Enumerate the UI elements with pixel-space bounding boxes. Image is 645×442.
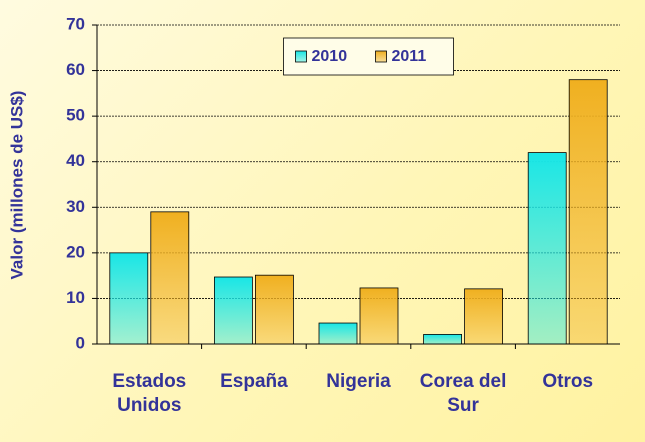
y-axis-title: Valor (millones de US$)	[7, 91, 26, 280]
legend-box	[283, 37, 454, 76]
x-tick-label: Corea del Sur	[419, 371, 507, 416]
legend: 2010 2011	[283, 37, 454, 76]
bar	[318, 322, 358, 345]
x-tick-label: Estados Unidos	[112, 371, 187, 416]
y-tick-label: 0	[76, 333, 85, 352]
y-tick-label: 50	[66, 106, 85, 125]
y-tick-label: 10	[66, 288, 85, 307]
y-tick-label: 70	[66, 14, 85, 33]
bar	[109, 252, 149, 345]
legend-swatch	[295, 50, 307, 63]
bar	[423, 334, 463, 345]
legend-label: 2010	[312, 48, 348, 65]
bar	[254, 274, 294, 345]
bar	[527, 152, 567, 345]
y-tick-label: 20	[66, 242, 85, 261]
bar	[359, 287, 399, 345]
legend-label: 2011	[392, 48, 427, 65]
x-tick-label: Otros	[542, 371, 594, 392]
bar	[213, 276, 253, 345]
y-tick-label: 40	[66, 151, 85, 170]
bar	[150, 211, 190, 345]
y-tick-label: 30	[66, 197, 85, 216]
legend-swatch	[375, 50, 387, 63]
x-tick-label: España	[220, 371, 288, 392]
x-tick-label: Nigeria	[326, 371, 391, 392]
y-tick-label: 60	[66, 60, 85, 79]
bar	[568, 79, 608, 345]
bar	[464, 288, 504, 345]
